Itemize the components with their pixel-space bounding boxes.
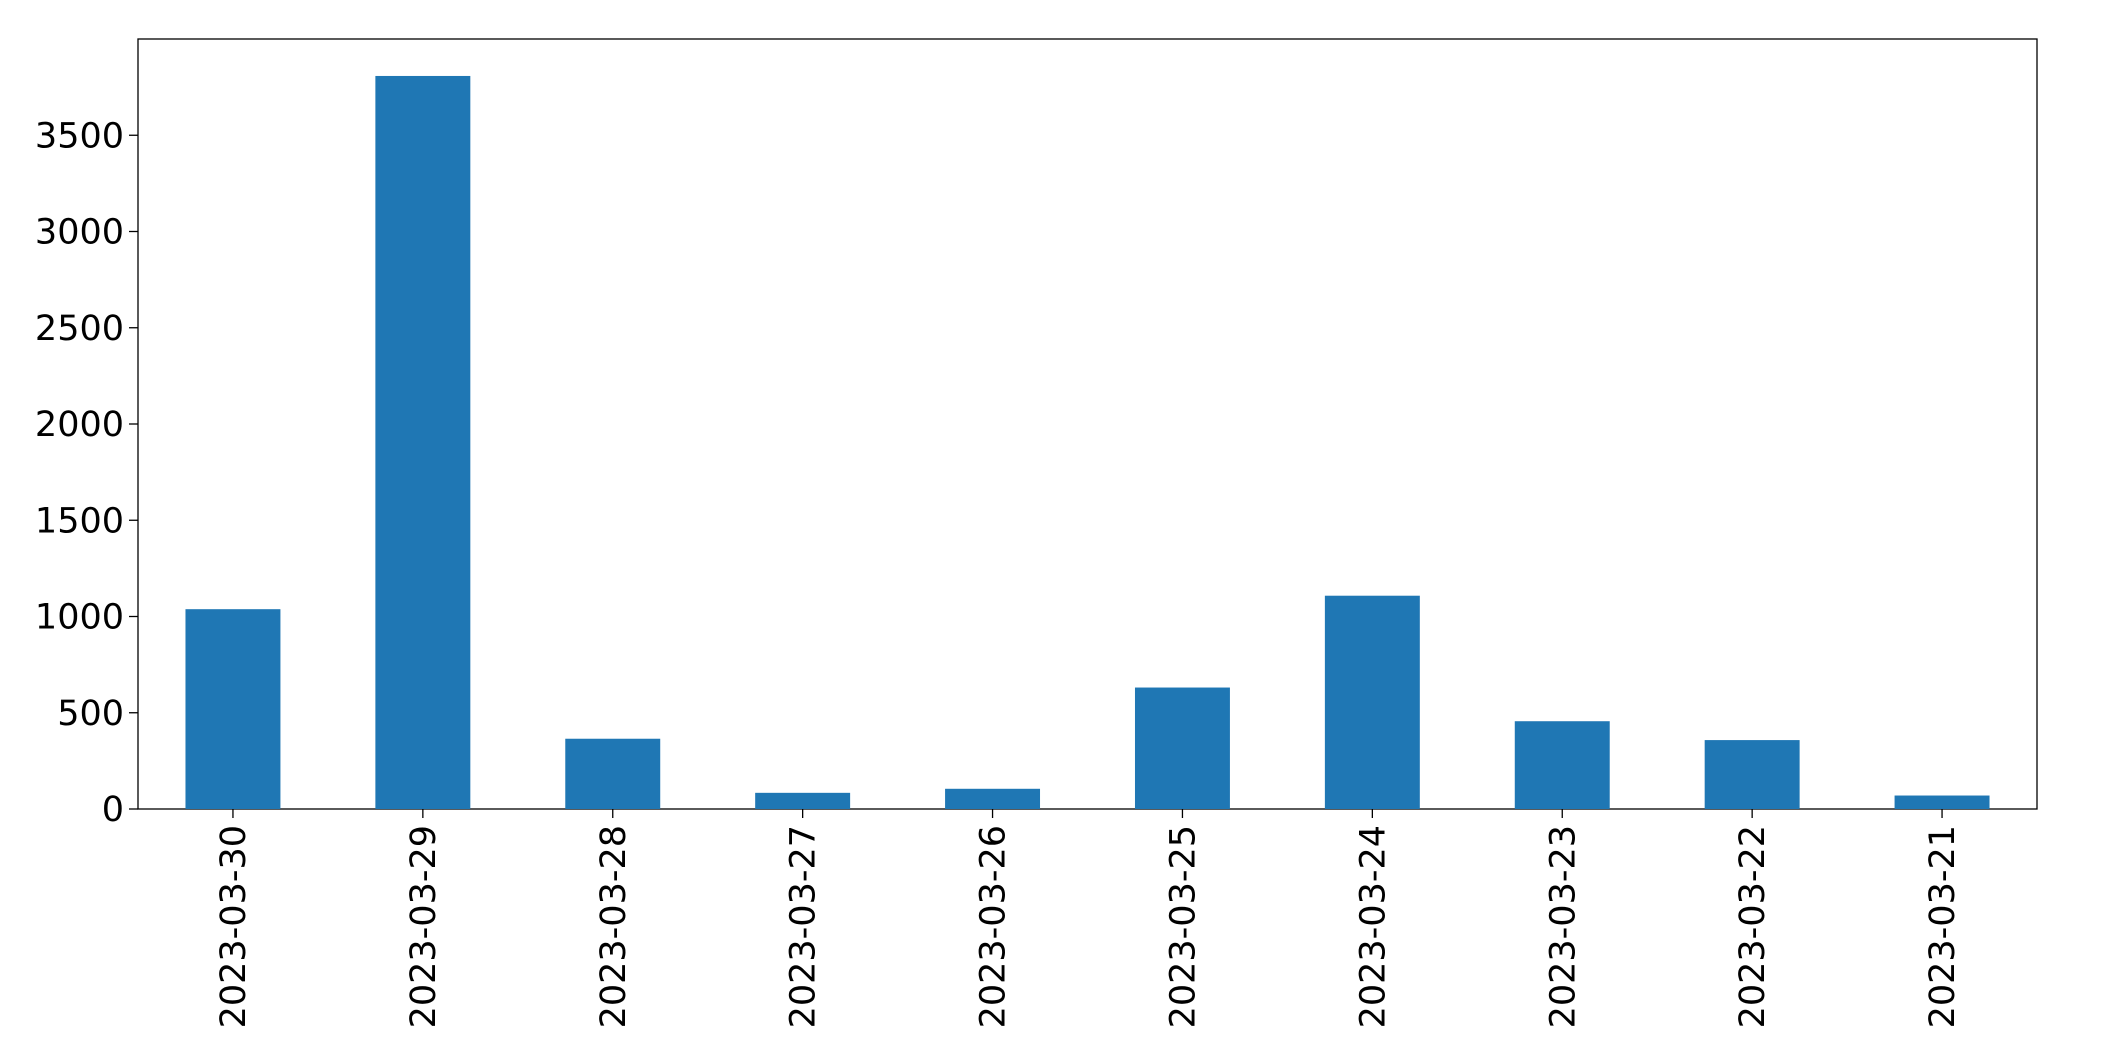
bar xyxy=(1514,721,1610,809)
y-tick-label: 2500 xyxy=(35,309,124,349)
bar xyxy=(1704,740,1800,809)
bar xyxy=(1134,687,1230,809)
x-tick-label: 2023-03-28 xyxy=(594,825,634,1028)
x-tick-label: 2023-03-30 xyxy=(214,825,254,1028)
x-tick-label: 2023-03-21 xyxy=(1923,825,1963,1028)
x-tick-label: 2023-03-23 xyxy=(1543,825,1583,1028)
x-tick-label: 2023-03-27 xyxy=(784,825,824,1028)
y-tick-label: 500 xyxy=(57,694,124,734)
bar xyxy=(565,738,661,809)
y-tick-label: 1000 xyxy=(35,598,124,638)
bar xyxy=(375,75,471,809)
y-tick-label: 1500 xyxy=(35,501,124,541)
bar xyxy=(945,788,1041,809)
bar xyxy=(755,792,851,809)
x-tick-label: 2023-03-29 xyxy=(404,825,444,1028)
x-tick-label: 2023-03-25 xyxy=(1163,825,1203,1028)
y-tick-label: 2000 xyxy=(35,405,124,445)
y-tick-label: 3000 xyxy=(35,213,124,253)
bar xyxy=(185,609,281,809)
bar xyxy=(1894,795,1990,809)
y-tick-label: 0 xyxy=(102,790,124,830)
y-tick-label: 3500 xyxy=(35,116,124,156)
x-tick-label: 2023-03-26 xyxy=(974,825,1014,1028)
x-tick-label: 2023-03-24 xyxy=(1353,825,1393,1028)
x-tick-label: 2023-03-22 xyxy=(1733,825,1773,1028)
bar xyxy=(1324,595,1420,809)
